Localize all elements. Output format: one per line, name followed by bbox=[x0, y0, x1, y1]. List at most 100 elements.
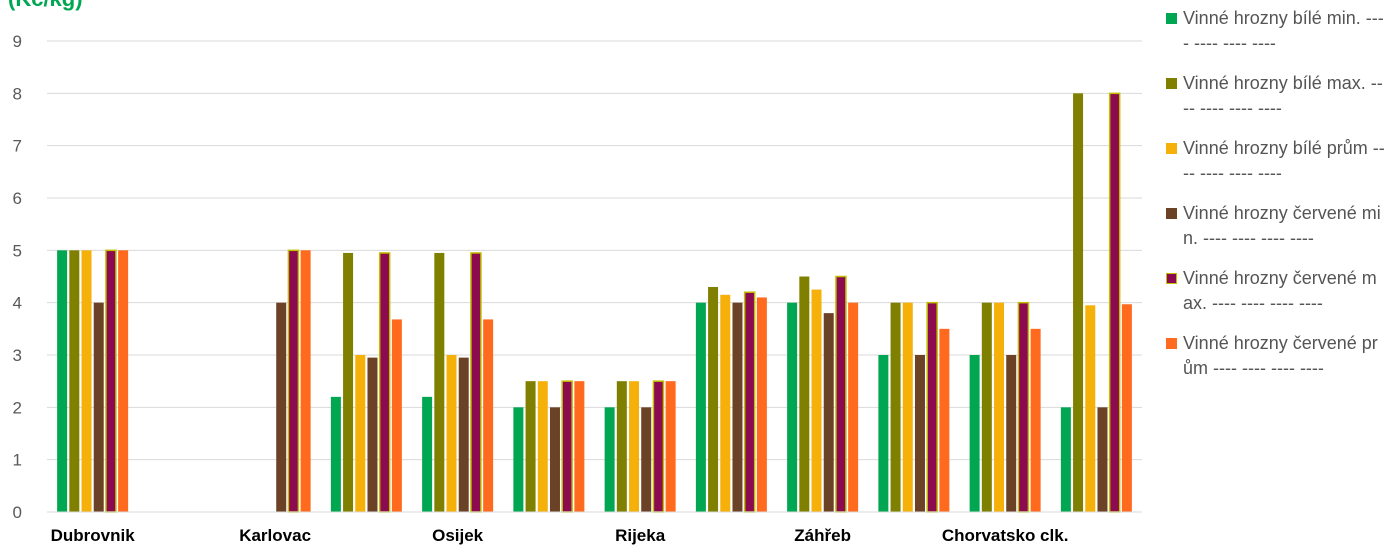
bar bbox=[93, 302, 104, 512]
legend-swatch bbox=[1166, 13, 1177, 24]
bar bbox=[561, 380, 573, 513]
x-tick-label: Karlovac bbox=[239, 526, 311, 545]
bar bbox=[823, 313, 834, 512]
bar bbox=[890, 302, 901, 512]
bar bbox=[574, 381, 585, 512]
legend-swatch bbox=[1166, 78, 1177, 89]
y-tick-label: 4 bbox=[13, 294, 22, 313]
legend-item: Vinné hrozny červené min. ---- ---- ----… bbox=[1162, 201, 1386, 251]
legend-label: Vinné hrozny bílé prům ---- ---- ---- --… bbox=[1183, 138, 1385, 183]
x-tick-label: Rijeka bbox=[615, 526, 666, 545]
bar bbox=[799, 276, 810, 512]
legend-label: Vinné hrozny červené prům ---- ---- ----… bbox=[1183, 333, 1378, 378]
bar bbox=[367, 357, 378, 512]
bar bbox=[641, 407, 652, 512]
bar bbox=[1097, 407, 1108, 512]
x-axis-labels: Dubrovnik Karlovac Osijek Rijeka Záhřeb Chorv… bbox=[51, 526, 1069, 545]
y-tick-label: 3 bbox=[13, 346, 22, 365]
bar bbox=[1085, 305, 1096, 512]
bar bbox=[525, 381, 536, 512]
bar bbox=[57, 250, 68, 513]
bar bbox=[616, 381, 627, 512]
bar bbox=[69, 250, 80, 513]
bars bbox=[57, 92, 1132, 513]
bar bbox=[422, 396, 433, 512]
x-tick-label: Chorvatsko clk. bbox=[942, 526, 1069, 545]
legend: Vinné hrozny bílé min. ---- ---- ---- --… bbox=[1162, 6, 1386, 396]
bar bbox=[470, 252, 482, 513]
bar bbox=[1108, 92, 1121, 513]
y-tick-label: 8 bbox=[13, 84, 22, 103]
bar bbox=[458, 357, 469, 512]
x-tick-label: Záhřeb bbox=[794, 526, 851, 545]
bar bbox=[695, 302, 706, 512]
bar-chart: 0 1 2 3 4 5 6 7 8 9 Dubrovnik Karlovac Osijek Rijeka… bbox=[13, 32, 1142, 545]
y-axis-ticks: 0 1 2 3 4 5 6 7 8 9 bbox=[13, 32, 22, 522]
gridlines bbox=[47, 40, 1142, 461]
legend-item: Vinné hrozny bílé min. ---- ---- ---- --… bbox=[1162, 6, 1386, 56]
bar bbox=[1017, 301, 1030, 513]
bar bbox=[391, 319, 402, 512]
bar bbox=[878, 355, 889, 512]
bar bbox=[483, 319, 494, 512]
bar bbox=[81, 250, 92, 513]
bar bbox=[300, 250, 311, 513]
bar bbox=[629, 381, 640, 512]
bar bbox=[756, 297, 767, 512]
bar bbox=[914, 355, 925, 512]
y-tick-label: 5 bbox=[13, 241, 22, 260]
legend-item: Vinné hrozny červené max. ---- ---- ----… bbox=[1162, 266, 1386, 316]
bar bbox=[732, 302, 743, 512]
bar bbox=[848, 302, 859, 512]
bar bbox=[604, 407, 615, 512]
legend-label: Vinné hrozny červené max. ---- ---- ----… bbox=[1183, 268, 1377, 313]
legend-swatch bbox=[1166, 338, 1177, 349]
bar bbox=[981, 302, 992, 512]
bar bbox=[994, 302, 1005, 512]
bar bbox=[1030, 328, 1041, 512]
x-tick-label: Dubrovnik bbox=[51, 526, 136, 545]
legend-item: Vinné hrozny bílé max. ---- ---- ---- --… bbox=[1162, 71, 1386, 121]
legend-item: Vinné hrozny bílé prům ---- ---- ---- --… bbox=[1162, 136, 1386, 186]
legend-label: Vinné hrozny bílé max. ---- ---- ---- --… bbox=[1183, 73, 1383, 118]
bar bbox=[708, 286, 719, 512]
bar bbox=[652, 380, 665, 513]
bar bbox=[1006, 355, 1017, 512]
bar bbox=[926, 301, 938, 513]
legend-swatch bbox=[1166, 208, 1177, 219]
bar bbox=[969, 355, 980, 512]
y-tick-label: 9 bbox=[13, 32, 22, 51]
bar bbox=[287, 249, 300, 513]
bar bbox=[1073, 93, 1084, 512]
bar bbox=[513, 407, 524, 512]
bar bbox=[835, 275, 847, 513]
bar bbox=[549, 407, 560, 512]
y-tick-label: 6 bbox=[13, 189, 22, 208]
legend-item: Vinné hrozny červené prům ---- ---- ----… bbox=[1162, 331, 1386, 381]
legend-swatch bbox=[1166, 143, 1177, 154]
chart-title: (Kč/kg) bbox=[8, 0, 83, 12]
legend-swatch bbox=[1166, 273, 1177, 284]
bar bbox=[743, 291, 756, 513]
bar bbox=[902, 302, 913, 512]
legend-label: Vinné hrozny červené min. ---- ---- ----… bbox=[1183, 203, 1381, 248]
bar bbox=[787, 302, 798, 512]
bar bbox=[330, 396, 341, 512]
bar bbox=[939, 328, 950, 512]
bar bbox=[118, 250, 129, 513]
bar bbox=[720, 294, 731, 512]
bar bbox=[811, 289, 822, 512]
bar bbox=[1121, 304, 1132, 512]
bar bbox=[1060, 407, 1071, 512]
bar bbox=[537, 381, 548, 512]
legend-label: Vinné hrozny bílé min. ---- ---- ---- --… bbox=[1183, 8, 1384, 53]
bar bbox=[665, 381, 676, 512]
bar bbox=[355, 355, 366, 512]
bar bbox=[343, 252, 354, 512]
y-tick-label: 7 bbox=[13, 137, 22, 156]
bar bbox=[434, 252, 445, 512]
bar bbox=[446, 355, 457, 512]
bar bbox=[276, 302, 287, 512]
y-tick-label: 1 bbox=[13, 451, 22, 470]
bar bbox=[105, 249, 117, 513]
